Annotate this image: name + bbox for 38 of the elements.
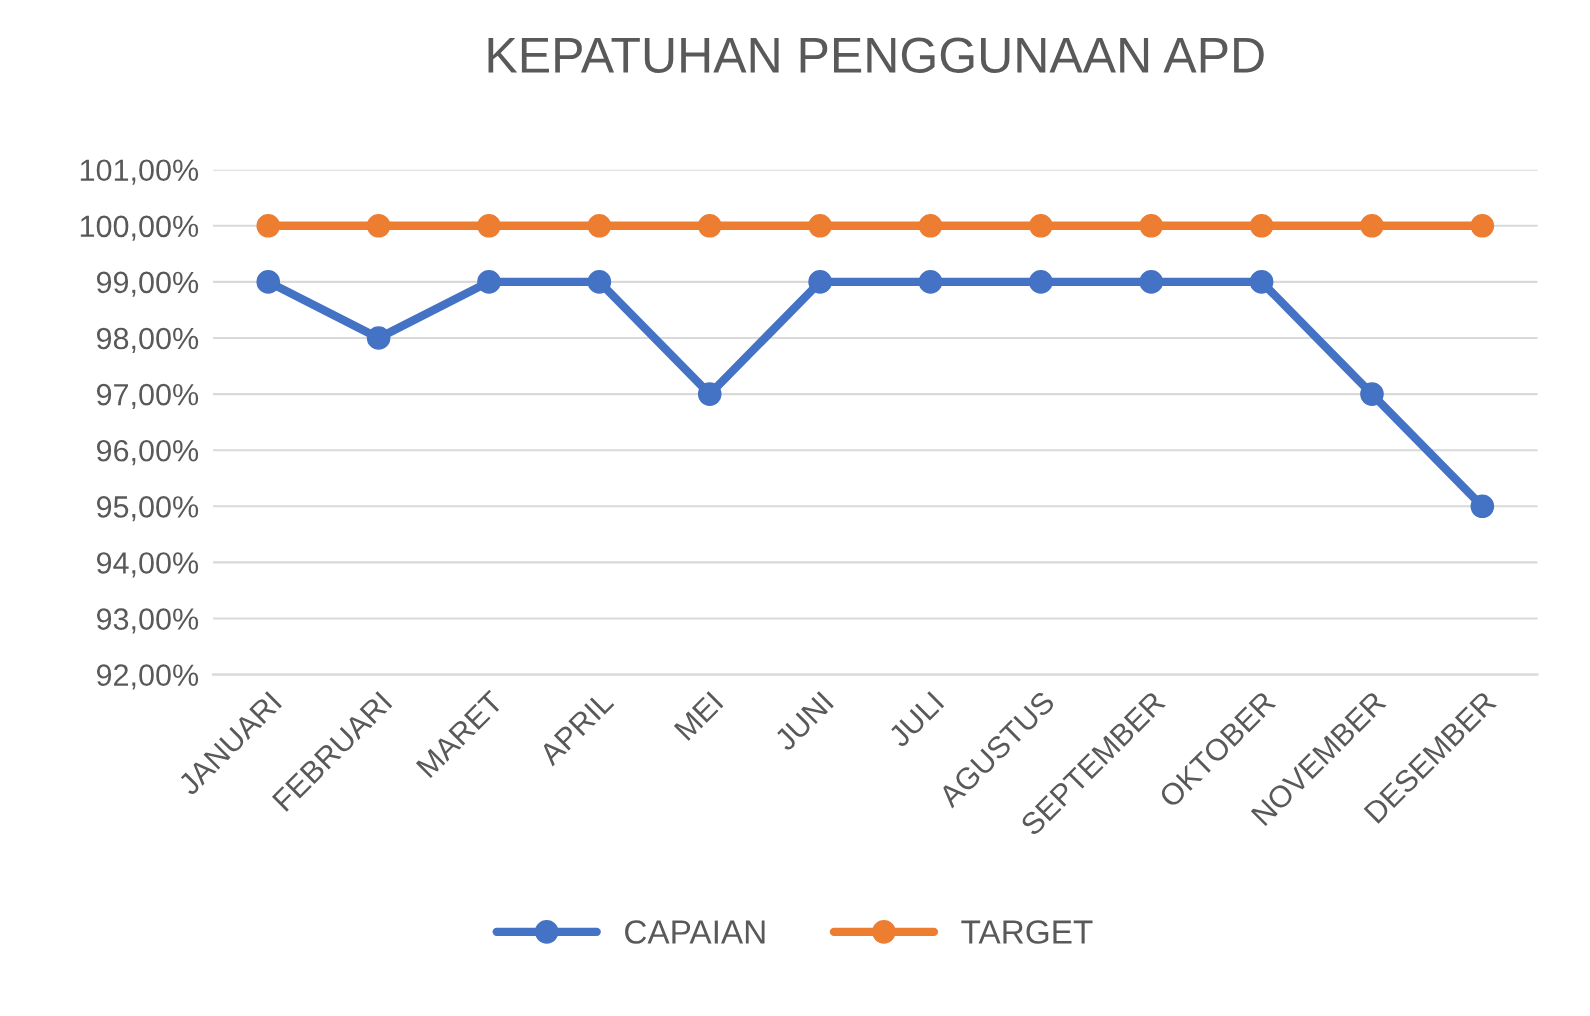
y-tick-label: 99,00%	[96, 271, 199, 297]
y-tick-label: 93,00%	[96, 608, 199, 634]
point	[1470, 494, 1495, 519]
point	[1139, 270, 1164, 294]
point	[697, 382, 722, 406]
point	[808, 270, 832, 294]
legend-label: TARGET	[961, 920, 1093, 944]
point	[256, 270, 281, 294]
y-tick-label: 98,00%	[96, 327, 199, 353]
y-tick-label: 96,00%	[96, 439, 199, 466]
y-tick-label: 92,00%	[96, 664, 199, 690]
point	[808, 213, 832, 238]
point	[1249, 213, 1274, 238]
point	[366, 326, 391, 350]
point	[587, 213, 612, 238]
point	[1249, 270, 1274, 294]
point	[697, 213, 722, 238]
point	[1139, 213, 1164, 238]
point	[1360, 213, 1384, 238]
point	[256, 213, 281, 238]
y-tick-label: 95,00%	[96, 496, 199, 522]
x-tick-label: MEI	[673, 691, 724, 741]
y-tick-label: 94,00%	[96, 552, 199, 578]
point	[1470, 213, 1495, 238]
chart-title: KEPATUHAN PENGGUNAAN APD	[488, 37, 1264, 73]
legend-label: CAPAIAN	[625, 920, 765, 944]
point	[1029, 270, 1053, 294]
point	[366, 213, 391, 238]
point	[918, 270, 943, 294]
point	[918, 213, 943, 238]
y-tick-label: 97,00%	[96, 383, 199, 410]
y-tick-label: 101,00%	[80, 159, 199, 185]
point	[477, 270, 501, 294]
y-tick-label: 100,00%	[80, 215, 199, 241]
point	[1029, 213, 1053, 238]
point	[1360, 382, 1384, 406]
point	[477, 213, 501, 238]
point	[587, 270, 612, 294]
